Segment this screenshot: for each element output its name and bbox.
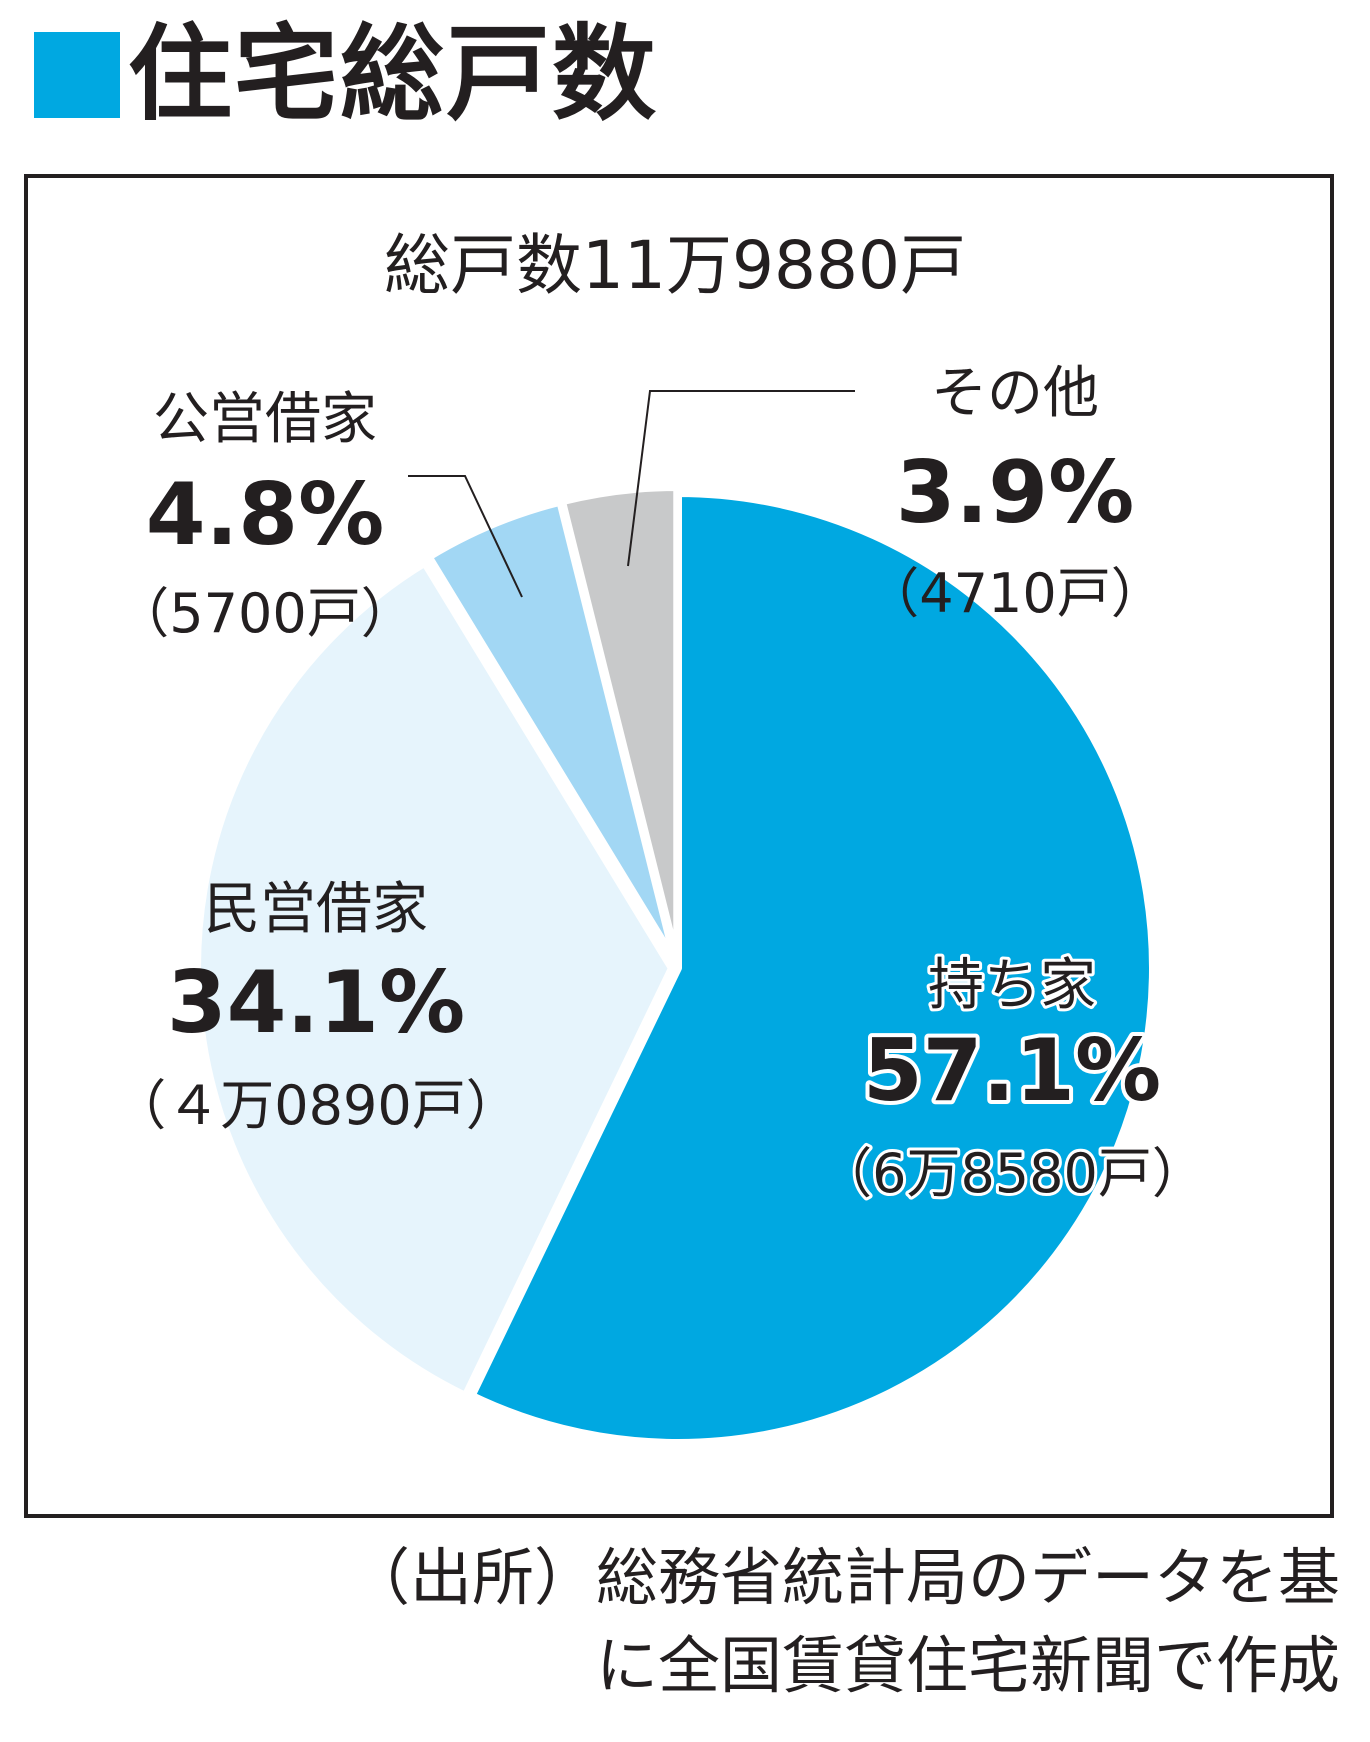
source-line-2: に全国賃貸住宅新聞で作成	[595, 1629, 1340, 1702]
other-count-label: （4710戸）	[865, 562, 1164, 625]
private-rental-count-label: （４万0890戸）	[112, 1074, 519, 1137]
public-rental-percent-label: 4.8%	[146, 465, 385, 565]
total-label: 総戸数11万9880戸	[384, 227, 966, 304]
title-marker	[34, 32, 120, 118]
slice-other	[557, 483, 682, 967]
owned-home-name-label: 持ち家	[928, 953, 1096, 1018]
private-rental-name-label: 民営借家	[204, 877, 428, 942]
leader-public-rental	[408, 475, 523, 598]
public-rental-name-label: 公営借家	[153, 387, 377, 452]
chart-title: 住宅総戸数	[128, 13, 659, 135]
pie-slices	[193, 483, 1158, 1447]
source-note: （出所）総務省統計局のデータを基 に全国賃貸住宅新聞で作成	[40, 1534, 1340, 1710]
slice-owned-home	[467, 489, 1158, 1447]
source-line-1: （出所）総務省統計局のデータを基	[347, 1541, 1340, 1614]
other-name-label: その他	[931, 361, 1099, 426]
leader-other	[627, 390, 855, 567]
private-rental-percent-label: 34.1%	[167, 953, 465, 1053]
slice-private-rental	[193, 558, 677, 1401]
chart-frame	[24, 174, 1334, 1518]
other-percent-label: 3.9%	[896, 443, 1135, 543]
owned-home-percent-label: 57.1%	[863, 1021, 1161, 1121]
owned-home-count-label: （6万8580戸）	[818, 1142, 1206, 1205]
public-rental-count-label: （5700戸）	[115, 582, 414, 645]
leader-lines	[408, 390, 855, 598]
